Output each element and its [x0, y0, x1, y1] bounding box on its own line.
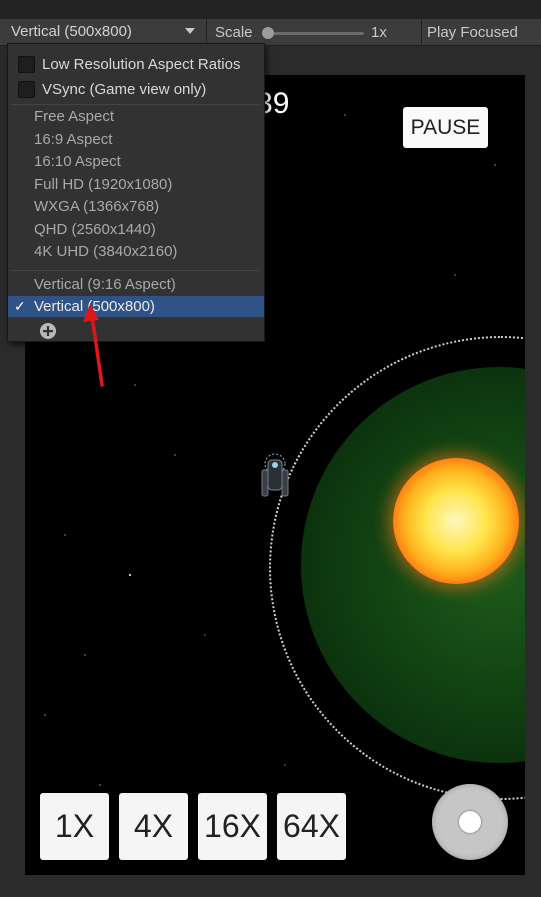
menu-item-full-hd[interactable]: Full HD (1920x1080)	[8, 174, 264, 195]
menu-item-wxga[interactable]: WXGA (1366x768)	[8, 196, 264, 217]
menu-item-label: 16:10 Aspect	[34, 153, 121, 170]
menu-item-label: QHD (2560x1440)	[34, 221, 156, 238]
menu-divider	[11, 270, 259, 271]
aspect-dropdown-menu: Low Resolution Aspect Ratios VSync (Game…	[7, 43, 265, 342]
speed-4x-button[interactable]: 4X	[119, 793, 188, 860]
joystick-knob[interactable]	[459, 811, 481, 833]
menu-item-vertical-9-16[interactable]: Vertical (9:16 Aspect)	[8, 274, 264, 295]
vsync-label: VSync (Game view only)	[42, 80, 207, 98]
low-res-aspect-toggle[interactable]: Low Resolution Aspect Ratios	[18, 54, 240, 74]
toolbar-separator	[421, 19, 422, 45]
aspect-dropdown-label: Vertical (500x800)	[11, 23, 132, 40]
game-view-toolbar: Vertical (500x800) Scale	[0, 19, 541, 46]
menu-item-label: 16:9 Aspect	[34, 131, 113, 148]
menu-item-16-9[interactable]: 16:9 Aspect	[8, 129, 264, 150]
sun	[393, 458, 519, 584]
game-view: 5:39 PAUSE 1X 4X 16X 64X	[25, 75, 525, 875]
menu-item-4k-uhd[interactable]: 4K UHD (3840x2160)	[8, 241, 264, 262]
menu-item-label: Vertical (500x800)	[34, 298, 155, 315]
pause-button[interactable]: PAUSE	[403, 107, 488, 148]
speed-1x-button[interactable]: 1X	[40, 793, 109, 860]
checkmark-icon: ✓	[14, 298, 26, 314]
play-mode-dropdown[interactable]: Play Focused	[427, 24, 518, 41]
menu-item-label: Free Aspect	[34, 108, 115, 125]
menu-item-label: Vertical (9:16 Aspect)	[34, 276, 176, 293]
speed-64x-button[interactable]: 64X	[277, 793, 346, 860]
menu-item-label: WXGA (1366x768)	[34, 198, 160, 215]
add-aspect-icon[interactable]	[39, 322, 57, 340]
menu-item-free-aspect[interactable]: Free Aspect	[8, 106, 264, 127]
scale-slider[interactable]	[264, 32, 364, 35]
editor-top-strip	[0, 0, 541, 19]
checkbox-icon[interactable]	[18, 80, 35, 98]
menu-item-vertical-500x800[interactable]: ✓ Vertical (500x800)	[8, 296, 264, 317]
checkbox-icon[interactable]	[18, 55, 35, 73]
scale-value: 1x	[371, 24, 387, 41]
menu-item-16-10[interactable]: 16:10 Aspect	[8, 151, 264, 172]
menu-item-qhd[interactable]: QHD (2560x1440)	[8, 219, 264, 240]
scale-slider-handle[interactable]	[262, 27, 274, 39]
dropdown-arrow-icon	[185, 28, 195, 34]
annotation-arrow-icon	[83, 304, 104, 387]
menu-divider	[11, 104, 259, 105]
joystick[interactable]	[432, 784, 508, 860]
spaceship-icon	[261, 453, 289, 497]
scale-label: Scale	[215, 24, 253, 41]
speed-16x-button[interactable]: 16X	[198, 793, 267, 860]
menu-item-label: Full HD (1920x1080)	[34, 176, 173, 193]
low-res-aspect-label: Low Resolution Aspect Ratios	[42, 55, 241, 73]
aspect-dropdown[interactable]: Vertical (500x800)	[0, 19, 207, 45]
menu-item-label: 4K UHD (3840x2160)	[34, 243, 178, 260]
vsync-toggle[interactable]: VSync (Game view only)	[18, 79, 206, 99]
